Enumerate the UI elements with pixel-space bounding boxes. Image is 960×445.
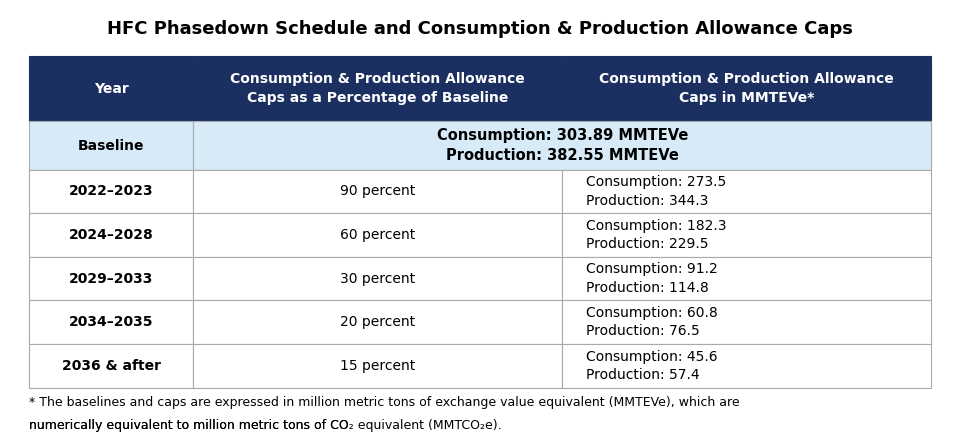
- Text: 15 percent: 15 percent: [340, 359, 416, 373]
- Text: Year: Year: [94, 81, 129, 96]
- Text: numerically equivalent to million metric tons of CO₂ equivalent (MMTCO₂e).: numerically equivalent to million metric…: [29, 419, 501, 432]
- Text: 2022–2023: 2022–2023: [69, 184, 154, 198]
- Text: 20 percent: 20 percent: [340, 315, 416, 329]
- Text: Consumption: 91.2
Production: 114.8: Consumption: 91.2 Production: 114.8: [587, 263, 718, 295]
- Text: Consumption & Production Allowance
Caps as a Percentage of Baseline: Consumption & Production Allowance Caps …: [230, 73, 525, 105]
- Text: 2029–2033: 2029–2033: [69, 271, 154, 286]
- Text: Consumption: 60.8
Production: 76.5: Consumption: 60.8 Production: 76.5: [587, 306, 718, 338]
- Text: Baseline: Baseline: [78, 138, 144, 153]
- Text: 2034–2035: 2034–2035: [69, 315, 154, 329]
- Text: Consumption: 182.3
Production: 229.5: Consumption: 182.3 Production: 229.5: [587, 219, 727, 251]
- Text: 90 percent: 90 percent: [340, 184, 416, 198]
- Text: 60 percent: 60 percent: [340, 228, 416, 242]
- Text: Consumption: 273.5
Production: 344.3: Consumption: 273.5 Production: 344.3: [587, 175, 727, 207]
- Text: 30 percent: 30 percent: [340, 271, 416, 286]
- Text: Consumption: 303.89 MMTEVe
Production: 382.55 MMTEVe: Consumption: 303.89 MMTEVe Production: 3…: [437, 128, 688, 163]
- Text: 2036 & after: 2036 & after: [61, 359, 160, 373]
- Text: * The baselines and caps are expressed in million metric tons of exchange value : * The baselines and caps are expressed i…: [29, 396, 739, 409]
- Text: HFC Phasedown Schedule and Consumption & Production Allowance Caps: HFC Phasedown Schedule and Consumption &…: [108, 20, 852, 38]
- Text: Consumption & Production Allowance
Caps in MMTEVe*: Consumption & Production Allowance Caps …: [599, 73, 894, 105]
- Text: 2024–2028: 2024–2028: [69, 228, 154, 242]
- Text: numerically equivalent to million metric tons of CO: numerically equivalent to million metric…: [29, 419, 348, 432]
- Text: Consumption: 45.6
Production: 57.4: Consumption: 45.6 Production: 57.4: [587, 350, 718, 382]
